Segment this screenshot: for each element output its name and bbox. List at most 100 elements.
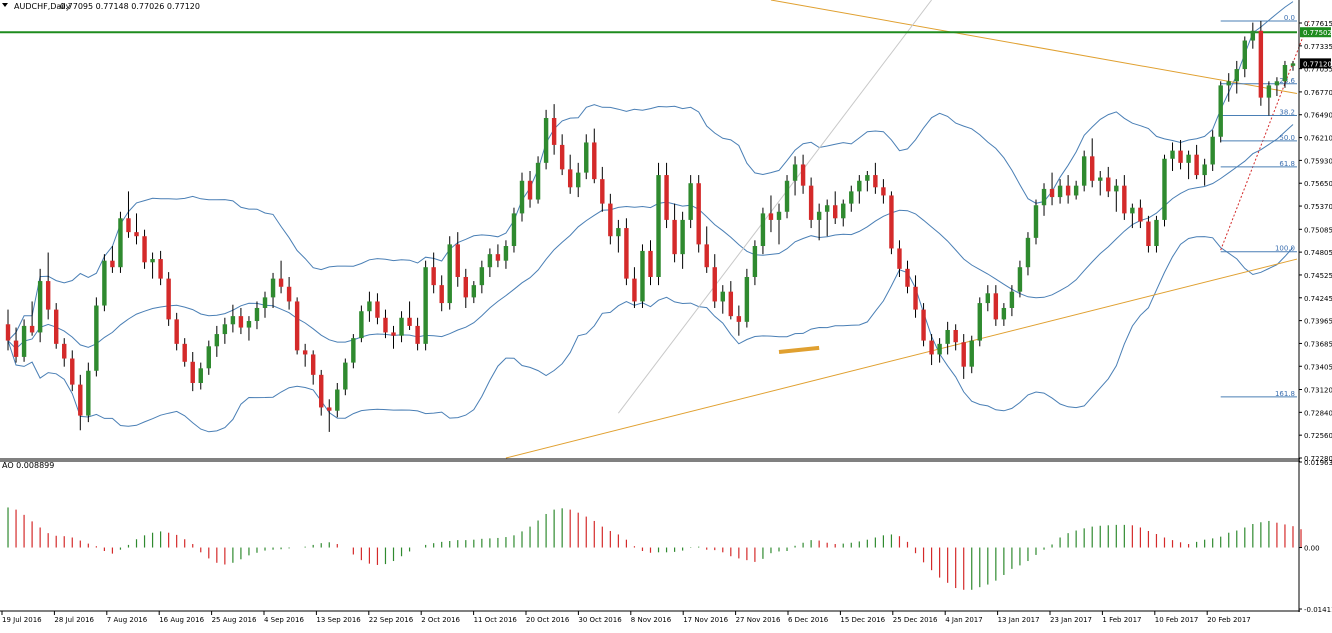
- bearish-candle[interactable]: [808, 185, 814, 220]
- bullish-candle[interactable]: [752, 246, 758, 277]
- bearish-candle[interactable]: [961, 342, 966, 367]
- bearish-candle[interactable]: [407, 317, 412, 326]
- bullish-candle[interactable]: [937, 343, 942, 355]
- bullish-candle[interactable]: [270, 278, 276, 298]
- bullish-candle[interactable]: [1098, 177, 1103, 181]
- ao-panel[interactable]: [7, 507, 1302, 590]
- bearish-candle[interactable]: [415, 325, 420, 344]
- bearish-candle[interactable]: [455, 244, 460, 277]
- bearish-candle[interactable]: [624, 228, 629, 279]
- bullish-candle[interactable]: [1033, 205, 1039, 238]
- bullish-candle[interactable]: [656, 175, 661, 277]
- bullish-candle[interactable]: [543, 117, 549, 163]
- bearish-candle[interactable]: [833, 205, 838, 219]
- bearish-candle[interactable]: [600, 179, 605, 204]
- bearish-candle[interactable]: [166, 278, 171, 320]
- fib-baseline[interactable]: [1220, 20, 1310, 251]
- bearish-candle[interactable]: [929, 340, 934, 355]
- bullish-candle[interactable]: [1266, 85, 1272, 98]
- bearish-candle[interactable]: [495, 254, 501, 261]
- bullish-candle[interactable]: [1001, 307, 1007, 320]
- bullish-candle[interactable]: [21, 325, 27, 357]
- bearish-candle[interactable]: [5, 324, 11, 341]
- bullish-candle[interactable]: [1282, 64, 1288, 82]
- bearish-candle[interactable]: [110, 260, 115, 268]
- bearish-candle[interactable]: [1106, 177, 1111, 192]
- bullish-candle[interactable]: [1186, 154, 1191, 163]
- bearish-candle[interactable]: [551, 117, 557, 145]
- bearish-candle[interactable]: [608, 203, 613, 237]
- bullish-candle[interactable]: [865, 175, 870, 181]
- bullish-candle[interactable]: [1041, 188, 1047, 206]
- bullish-candle[interactable]: [744, 276, 750, 322]
- bullish-candle[interactable]: [1009, 291, 1015, 308]
- bullish-candle[interactable]: [102, 260, 107, 306]
- bullish-candle[interactable]: [1073, 185, 1079, 196]
- bullish-candle[interactable]: [945, 329, 950, 344]
- bearish-candle[interactable]: [953, 329, 958, 343]
- bearish-candle[interactable]: [319, 374, 324, 408]
- bullish-candle[interactable]: [841, 203, 846, 219]
- bullish-candle[interactable]: [118, 218, 123, 268]
- bearish-candle[interactable]: [286, 286, 292, 302]
- bullish-candle[interactable]: [792, 164, 798, 181]
- bullish-candle[interactable]: [640, 250, 645, 302]
- bearish-candle[interactable]: [728, 291, 734, 317]
- bullish-candle[interactable]: [214, 334, 220, 347]
- bearish-candle[interactable]: [1089, 156, 1095, 181]
- bearish-candle[interactable]: [1194, 154, 1199, 176]
- bearish-candle[interactable]: [1146, 221, 1151, 247]
- bearish-candle[interactable]: [302, 350, 308, 355]
- bullish-candle[interactable]: [343, 362, 348, 390]
- bullish-candle[interactable]: [222, 324, 228, 335]
- bullish-candle[interactable]: [985, 293, 991, 304]
- bullish-candle[interactable]: [1210, 136, 1215, 165]
- bullish-candle[interactable]: [1017, 267, 1023, 292]
- bullish-candle[interactable]: [584, 142, 589, 173]
- bearish-candle[interactable]: [704, 244, 709, 268]
- bullish-candle[interactable]: [471, 285, 477, 298]
- bullish-candle[interactable]: [1290, 63, 1296, 66]
- channel-line[interactable]: [617, 0, 932, 414]
- bearish-candle[interactable]: [993, 293, 999, 320]
- bearish-candle[interactable]: [238, 316, 244, 328]
- bullish-candle[interactable]: [1234, 69, 1239, 82]
- bearish-candle[interactable]: [327, 407, 332, 411]
- bearish-candle[interactable]: [463, 276, 468, 298]
- bearish-candle[interactable]: [921, 309, 926, 341]
- bullish-candle[interactable]: [760, 213, 766, 247]
- bearish-candle[interactable]: [897, 248, 902, 269]
- bullish-candle[interactable]: [351, 338, 356, 363]
- bullish-candle[interactable]: [503, 246, 509, 261]
- bullish-candle[interactable]: [1025, 237, 1031, 268]
- bearish-candle[interactable]: [712, 267, 717, 302]
- bearish-candle[interactable]: [45, 281, 51, 310]
- bullish-candle[interactable]: [479, 267, 485, 286]
- bearish-candle[interactable]: [648, 250, 653, 277]
- rising-trendline[interactable]: [505, 258, 1298, 459]
- bearish-candle[interactable]: [881, 187, 886, 196]
- bearish-candle[interactable]: [142, 236, 147, 263]
- bullish-candle[interactable]: [1250, 30, 1256, 41]
- bullish-candle[interactable]: [423, 267, 428, 344]
- bearish-candle[interactable]: [800, 164, 806, 186]
- bullish-candle[interactable]: [359, 311, 364, 339]
- bearish-candle[interactable]: [1065, 185, 1071, 196]
- bullish-candle[interactable]: [1242, 40, 1248, 70]
- bullish-candle[interactable]: [399, 317, 404, 336]
- bearish-candle[interactable]: [527, 180, 533, 200]
- bullish-candle[interactable]: [1202, 164, 1207, 176]
- bearish-candle[interactable]: [278, 278, 284, 287]
- bullish-candle[interactable]: [1130, 207, 1135, 214]
- bullish-candle[interactable]: [1057, 185, 1063, 198]
- bearish-candle[interactable]: [1178, 150, 1183, 163]
- bullish-candle[interactable]: [969, 340, 974, 367]
- bearish-candle[interactable]: [310, 354, 316, 375]
- bearish-candle[interactable]: [592, 142, 597, 180]
- bullish-candle[interactable]: [511, 213, 517, 247]
- bearish-candle[interactable]: [905, 268, 910, 287]
- bearish-candle[interactable]: [736, 316, 742, 322]
- bullish-candle[interactable]: [335, 389, 340, 411]
- bullish-candle[interactable]: [94, 305, 99, 371]
